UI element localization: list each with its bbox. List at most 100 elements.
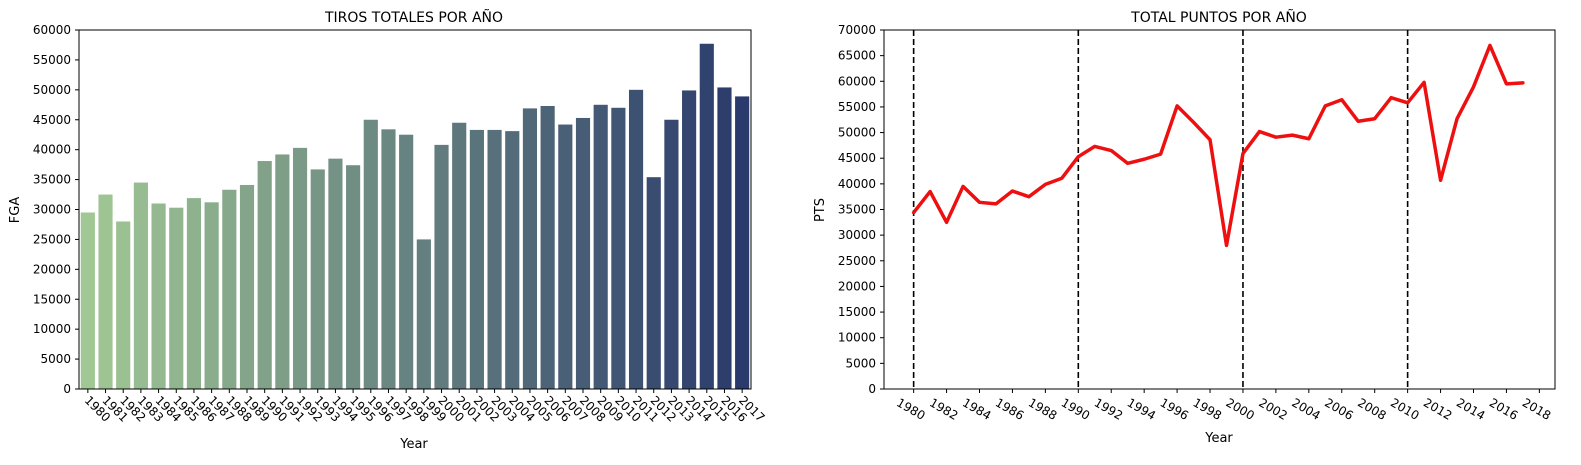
y-axis-ticks: 0 5000 10000 15000 20000 25000 30000 35000 40000… <box>33 23 79 396</box>
x-axis-ticks: 1980 1982 1984 1986 1988 1990 1992 1994 1996 1998… <box>894 389 1553 423</box>
bar-2009 <box>593 104 608 390</box>
bar-2002 <box>469 129 484 389</box>
y-tick-label: 10000 <box>838 331 876 345</box>
bar-1999 <box>416 239 431 389</box>
bar-1982 <box>116 221 131 389</box>
bar-1980 <box>80 212 95 389</box>
bar-2016 <box>717 87 732 389</box>
y-tick-label: 5000 <box>40 352 71 366</box>
bar-1986 <box>186 198 202 389</box>
chart-title: TIROS TOTALES POR AÑO <box>324 9 503 26</box>
x-tick-label: 1990 <box>1059 395 1092 422</box>
bar-2004 <box>505 131 520 389</box>
x-tick-label: 2000 <box>1223 395 1256 422</box>
x-tick-label: 1998 <box>1191 395 1224 422</box>
bar-1998 <box>399 134 414 389</box>
bar-1996 <box>363 119 378 389</box>
bar-1995 <box>346 165 361 389</box>
y-tick-label: 20000 <box>838 279 876 293</box>
y-tick-label: 40000 <box>838 177 876 191</box>
x-tick-label: 1980 <box>894 395 927 422</box>
fga-bar-chart: TIROS TOTALES POR AÑO 0 5000 10000 15000 200… <box>8 9 768 452</box>
bar-1988 <box>222 189 237 389</box>
bar-1981 <box>98 194 113 389</box>
x-tick-label: 2006 <box>1322 395 1355 422</box>
y-tick-label: 20000 <box>33 262 71 276</box>
chart-title: TOTAL PUNTOS POR AÑO <box>1130 9 1307 26</box>
x-tick-label: 1982 <box>927 395 960 422</box>
series-line <box>911 43 1525 248</box>
bar-2011 <box>628 89 644 389</box>
bar-1987 <box>204 202 219 389</box>
x-axis-label: Year <box>1204 431 1233 446</box>
bar-2003 <box>487 129 502 389</box>
bar-1991 <box>275 154 290 389</box>
y-tick-label: 10000 <box>33 322 71 336</box>
plot-frame <box>883 29 1556 390</box>
x-tick-label: 2010 <box>1388 395 1421 422</box>
x-tick-label: 1992 <box>1092 395 1125 422</box>
y-axis-label: FGA <box>8 197 23 224</box>
y-tick-label: 35000 <box>33 173 71 187</box>
bar-2008 <box>575 117 591 389</box>
bar-1989 <box>239 184 255 389</box>
x-tick-label: 1986 <box>993 395 1026 422</box>
y-tick-label: 25000 <box>33 232 71 246</box>
y-tick-label: 30000 <box>838 228 876 242</box>
pts-line-chart: TOTAL PUNTOS POR AÑO 0 5000 10000 15000 2000… <box>813 9 1556 446</box>
y-tick-label: 60000 <box>838 74 876 88</box>
y-tick-label: 5000 <box>845 356 876 370</box>
bar-2017 <box>735 96 750 389</box>
x-axis-label: Year <box>399 437 428 452</box>
y-tick-label: 45000 <box>838 151 876 165</box>
y-tick-label: 70000 <box>838 23 876 37</box>
y-tick-label: 30000 <box>33 203 71 217</box>
bar-2015 <box>699 43 714 390</box>
y-tick-label: 45000 <box>33 113 71 127</box>
bar-2006 <box>540 105 555 389</box>
bar-2005 <box>522 108 538 390</box>
x-tick-label: 2008 <box>1355 395 1388 422</box>
bar-1983 <box>133 182 148 389</box>
plot-frame <box>78 29 752 390</box>
x-tick-label: 1996 <box>1158 395 1191 422</box>
y-tick-label: 25000 <box>838 254 876 268</box>
bars <box>80 43 750 390</box>
x-tick-label: 2002 <box>1256 395 1289 422</box>
bar-1994 <box>328 158 343 389</box>
bar-2000 <box>434 144 449 389</box>
bar-1984 <box>151 203 166 389</box>
bar-1997 <box>381 129 396 389</box>
bar-1985 <box>169 207 184 389</box>
bar-2010 <box>611 107 626 390</box>
x-tick-label: 1988 <box>1026 395 1059 422</box>
y-tick-label: 65000 <box>838 49 876 63</box>
y-tick-label: 60000 <box>33 23 71 37</box>
y-tick-label: 35000 <box>838 203 876 217</box>
y-axis-ticks: 0 5000 10000 15000 20000 25000 30000 35000 40000… <box>838 23 884 396</box>
y-axis-label: PTS <box>813 198 828 222</box>
y-tick-label: 0 <box>63 382 71 396</box>
bar-2013 <box>664 119 679 389</box>
bar-1993 <box>310 169 325 389</box>
x-tick-label: 2018 <box>1520 395 1553 422</box>
x-axis-ticks: 1980198119821983198419851986198719881989… <box>82 389 768 425</box>
bar-1992 <box>292 147 308 389</box>
x-tick-label: 1984 <box>960 395 993 422</box>
bar-2014 <box>682 90 697 389</box>
y-tick-label: 0 <box>868 382 876 396</box>
y-tick-label: 50000 <box>33 83 71 97</box>
x-tick-label: 2016 <box>1487 395 1520 422</box>
series-0-line <box>911 43 1525 248</box>
bar-2012 <box>646 177 661 389</box>
y-tick-label: 15000 <box>33 292 71 306</box>
x-tick-label: 1994 <box>1125 395 1158 422</box>
y-tick-label: 50000 <box>838 126 876 140</box>
y-tick-label: 15000 <box>838 305 876 319</box>
x-tick-label: 2004 <box>1289 395 1322 422</box>
bar-2001 <box>452 122 467 389</box>
x-tick-label: 2012 <box>1421 395 1454 422</box>
bar-1990 <box>257 161 272 389</box>
y-tick-label: 55000 <box>33 53 71 67</box>
